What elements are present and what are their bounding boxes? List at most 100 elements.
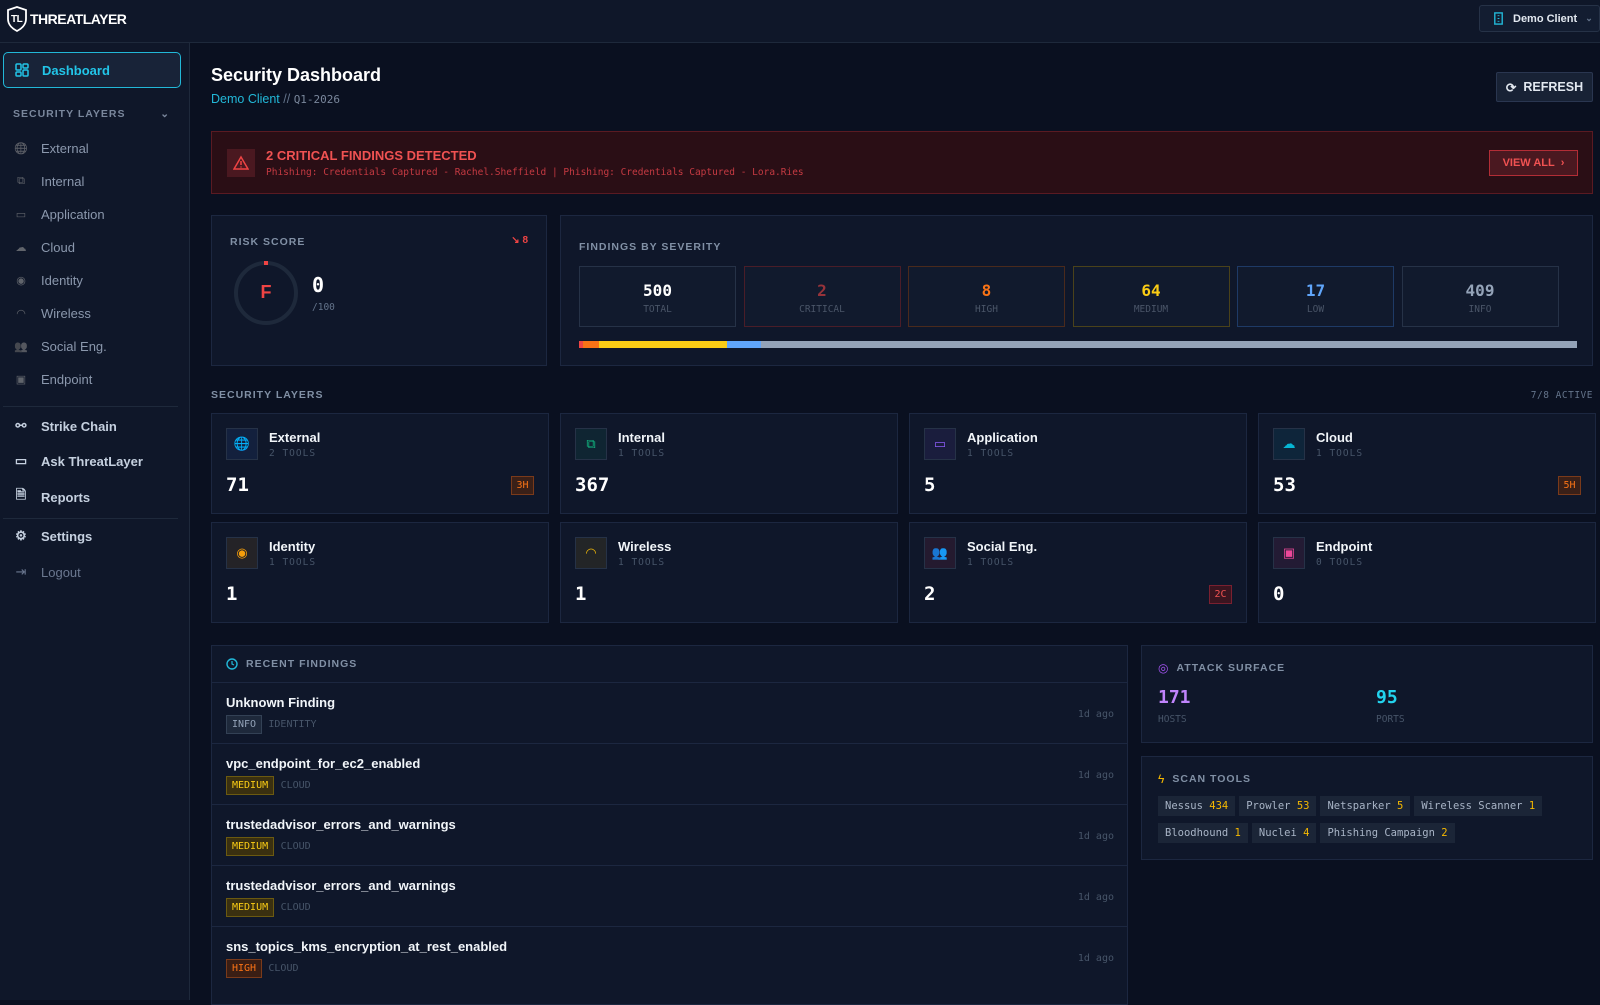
sidebar-item-label: Endpoint (41, 371, 93, 387)
monitor-icon: ▣ (1273, 537, 1305, 569)
scan-tool-chip[interactable]: Netsparker 5 (1320, 796, 1411, 816)
sidebar-item-strike-chain[interactable]: ⚯ Strike Chain (3, 408, 181, 444)
layer-card-internal[interactable]: ⧉ Internal 1 TOOLS 367 (560, 413, 898, 514)
security-layers-toggle[interactable]: SECURITY LAYERS ⌄ (13, 108, 170, 120)
layer-count: 71 (226, 474, 249, 496)
network-icon: ⧉ (575, 428, 607, 460)
finding-title: Unknown Finding (226, 695, 336, 710)
scan-tool-chip[interactable]: Nuclei 4 (1251, 823, 1317, 843)
scan-tool-chip[interactable]: Bloodhound 1 (1158, 823, 1248, 843)
layer-card-identity[interactable]: ◉ Identity 1 TOOLS 1 (211, 522, 549, 623)
layer-name: Wireless (618, 539, 672, 554)
layer-card-application[interactable]: ▭ Application 1 TOOLS 5 (909, 413, 1247, 514)
finding-category: CLOUD (268, 963, 299, 974)
layer-name: Application (967, 430, 1038, 445)
layer-count: 5 (924, 474, 936, 496)
finding-row[interactable]: trustedadvisor_errors_and_warnings MEDIUM… (212, 865, 1128, 927)
client-selector[interactable]: Demo Client ⌄ (1479, 5, 1600, 32)
layer-card-endpoint[interactable]: ▣ Endpoint 0 TOOLS 0 (1258, 522, 1596, 623)
severity-label: MEDIUM (1133, 304, 1169, 315)
severity-box-info[interactable]: 409 INFO (1401, 266, 1559, 327)
layer-card-cloud[interactable]: ☁ Cloud 1 TOOLS 53 5H (1258, 413, 1596, 514)
finding-row[interactable]: Unknown Finding INFO IDENTITY 1d ago (212, 682, 1128, 744)
scan-tool-chip[interactable]: Phishing Campaign 2 (1320, 823, 1455, 843)
scan-tool-chip[interactable]: Prowler 53 (1239, 796, 1317, 816)
target-icon: ◎ (1158, 661, 1169, 675)
layer-card-external[interactable]: 🌐 External 2 TOOLS 71 3H (211, 413, 549, 514)
section-label: SECURITY LAYERS (13, 108, 126, 120)
finding-category: CLOUD (280, 780, 311, 791)
sidebar-item-identity[interactable]: ◉ Identity (3, 262, 181, 298)
findings-by-severity-card: FINDINGS BY SEVERITY 500 TOTAL 2 CRITICAL 8 H… (560, 215, 1593, 366)
finding-title: sns_topics_kms_encryption_at_rest_enable… (226, 939, 508, 954)
sidebar-item-label: Application (41, 206, 105, 222)
lightning-icon: ϟ (1158, 772, 1165, 786)
finding-row[interactable]: vpc_endpoint_for_ec2_enabled MEDIUM CLOUD 1… (212, 743, 1128, 805)
sidebar-item-logout[interactable]: ⇥ Logout (3, 554, 181, 590)
sidebar-item-external[interactable]: 🌐 External (3, 130, 181, 166)
sidebar-item-label: Ask ThreatLayer (41, 453, 143, 469)
critical-alert-banner: 2 CRITICAL FINDINGS DETECTED Phishing: C… (211, 131, 1593, 194)
sidebar-item-ask-threatlayer[interactable]: ▭ Ask ThreatLayer (3, 443, 181, 479)
scan-tool-count: 53 (1296, 800, 1310, 812)
scan-tool-name: Nessus (1165, 800, 1203, 812)
severity-box-high[interactable]: 8 HIGH (908, 266, 1065, 327)
layers-section-label: SECURITY LAYERS (211, 389, 324, 401)
fingerprint-icon: ◉ (16, 274, 26, 287)
breadcrumb: Demo Client // Q1-2026 (211, 92, 340, 106)
sidebar-item-wireless[interactable]: ◠ Wireless (3, 295, 181, 331)
layer-tools: 1 TOOLS (269, 557, 317, 568)
finding-title: vpc_endpoint_for_ec2_enabled (226, 756, 421, 771)
severity-box-total[interactable]: 500 TOTAL (579, 266, 736, 327)
alert-title: 2 CRITICAL FINDINGS DETECTED (266, 148, 477, 163)
scan-tool-chip[interactable]: Nessus 434 (1158, 796, 1236, 816)
severity-count: 17 (1305, 281, 1326, 300)
risk-score-card: RISK SCORE ↘ 8 F 0 /100 (211, 215, 547, 366)
layer-card-social-eng[interactable]: 👥 Social Eng. 1 TOOLS 2 2C (909, 522, 1247, 623)
warning-icon (227, 149, 255, 177)
layer-tools: 1 TOOLS (967, 557, 1015, 568)
severity-box-low[interactable]: 17 LOW (1237, 266, 1394, 327)
severity-count: 2 (817, 281, 827, 300)
sidebar-item-cloud[interactable]: ☁ Cloud (3, 229, 181, 265)
view-all-button[interactable]: VIEW ALL › (1489, 150, 1578, 176)
chevron-down-icon: ⌄ (1585, 13, 1593, 23)
sidebar-item-application[interactable]: ▭ Application (3, 196, 181, 232)
svg-text:TL: TL (11, 14, 23, 25)
finding-row[interactable]: trustedadvisor_errors_and_warnings MEDIUM… (212, 804, 1128, 866)
severity-count: 500 (643, 281, 672, 300)
scan-tool-count: 1 (1234, 827, 1241, 839)
layers-active-count: 7/8 ACTIVE (1530, 390, 1593, 401)
brand-name: THREATLAYER (30, 11, 127, 27)
recent-findings-label: RECENT FINDINGS (246, 658, 358, 670)
severity-segment-critical (579, 341, 583, 348)
network-icon: ⧉ (17, 174, 25, 187)
severity-label: HIGH (975, 304, 998, 315)
refresh-button[interactable]: ⟳ REFRESH (1496, 72, 1593, 102)
severity-count: 409 (1465, 281, 1495, 300)
finding-category: IDENTITY (268, 719, 317, 730)
sidebar-item-social-eng[interactable]: 👥 Social Eng. (3, 328, 181, 364)
sidebar-item-reports[interactable]: 🗎 Reports (3, 479, 181, 515)
finding-time: 1d ago (1077, 953, 1114, 964)
sidebar-item-endpoint[interactable]: ▣ Endpoint (3, 361, 181, 397)
sidebar-item-label: Settings (41, 528, 93, 544)
logo[interactable]: TL THREATLAYER (6, 6, 127, 32)
layer-count: 367 (575, 474, 610, 496)
finding-row[interactable]: sns_topics_kms_encryption_at_rest_enable… (212, 926, 1128, 988)
scan-tool-chip[interactable]: Wireless Scanner 1 (1414, 796, 1543, 816)
sidebar-item-label: Reports (41, 489, 91, 505)
sidebar-item-internal[interactable]: ⧉ Internal (3, 163, 181, 199)
finding-severity-badge: MEDIUM (226, 776, 275, 795)
finding-time: 1d ago (1077, 770, 1114, 781)
scan-tool-name: Netsparker (1327, 800, 1391, 812)
layer-card-wireless[interactable]: ◠ Wireless 1 TOOLS 1 (560, 522, 898, 623)
layer-count: 53 (1273, 474, 1296, 496)
sidebar-item-settings[interactable]: ⚙ Settings (3, 518, 181, 554)
risk-score-label: RISK SCORE (230, 236, 306, 248)
breadcrumb-client[interactable]: Demo Client (211, 92, 280, 106)
main-content: Security Dashboard Demo Client // Q1-202… (191, 43, 1600, 1005)
severity-box-medium[interactable]: 64 MEDIUM (1072, 266, 1230, 327)
sidebar-item-dashboard[interactable]: Dashboard (3, 52, 181, 88)
severity-box-critical[interactable]: 2 CRITICAL (743, 266, 901, 327)
